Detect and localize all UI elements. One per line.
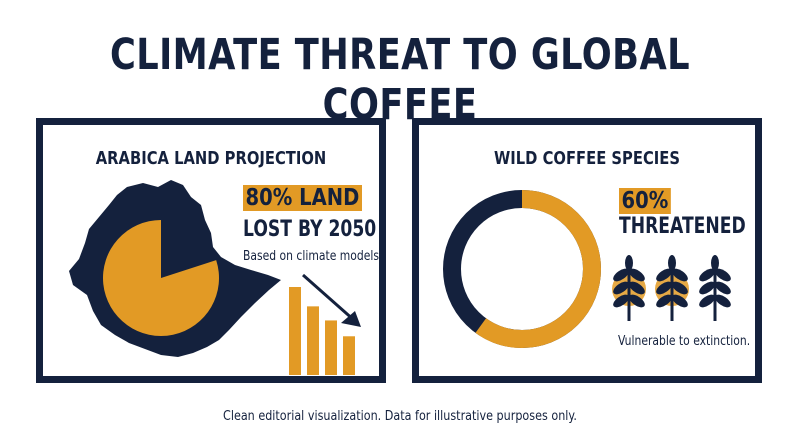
arabica-panel-title: ARABICA LAND PROJECTION — [95, 148, 327, 169]
down-arrow-icon — [302, 273, 361, 327]
plant-icon — [655, 255, 689, 321]
threatened-stat: 60% — [619, 188, 671, 215]
threatened-label: THREATENED — [619, 214, 746, 239]
page-title: CLIMATE THREAT TO GLOBAL COFFEE — [109, 30, 691, 130]
land-lost-value: 80% LAND — [243, 185, 362, 211]
decline-bar — [289, 287, 301, 375]
threatened-value: 60% — [619, 188, 671, 214]
decline-bar — [325, 320, 337, 375]
plant-icon — [699, 255, 731, 321]
wild-coffee-panel: WILD COFFEE SPECIES 60% THREATENED Vulne… — [412, 118, 762, 383]
arabica-panel: ARABICA LAND PROJECTION 80% LAND LOST BY… — [36, 118, 386, 383]
donut-slice-threatened — [443, 190, 601, 348]
plant-icon — [612, 255, 646, 321]
arabica-map-chart — [69, 180, 281, 357]
wild-coffee-panel-title: WILD COFFEE SPECIES — [494, 148, 680, 169]
footer-note: Clean editorial visualization. Data for … — [223, 409, 577, 424]
species-donut-chart — [443, 190, 731, 348]
land-lost-label: LOST BY 2050 — [243, 217, 377, 242]
land-lost-note: Based on climate models. — [243, 249, 383, 264]
decline-bar — [343, 336, 355, 375]
land-lost-stat: 80% LAND — [243, 184, 362, 212]
decline-bar-chart — [289, 273, 361, 375]
coffee-plant-icon — [612, 255, 731, 321]
decline-bar — [307, 306, 319, 375]
pie-slice-lost — [103, 220, 220, 336]
threatened-note: Vulnerable to extinction. — [618, 334, 751, 349]
